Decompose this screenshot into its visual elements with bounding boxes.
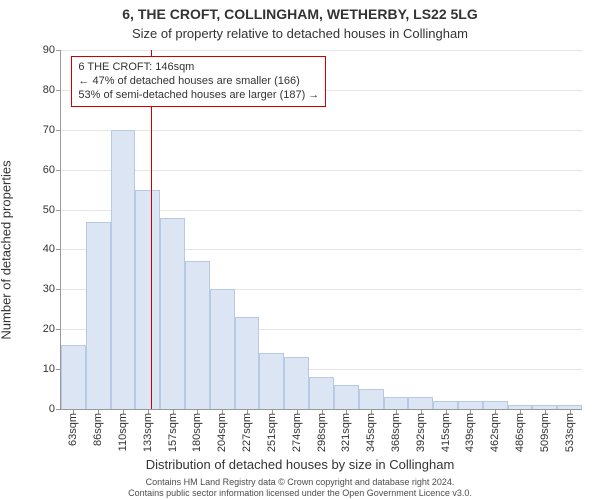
- xtick-label: 439sqm: [464, 413, 476, 452]
- xtick-label: 251sqm: [266, 413, 278, 452]
- gridline: [61, 170, 582, 171]
- xtick-label: 321sqm: [340, 413, 352, 452]
- xtick-label: 462sqm: [489, 413, 501, 452]
- xtick-label: 86sqm: [92, 413, 104, 446]
- xtick-label: 227sqm: [241, 413, 253, 452]
- histogram-bar: [61, 345, 86, 409]
- xtick-label: 63sqm: [67, 413, 79, 446]
- xtick-label: 110sqm: [117, 413, 129, 451]
- xtick-label: 533sqm: [564, 413, 576, 452]
- histogram-bar: [210, 289, 235, 409]
- ytick-label: 40: [43, 243, 61, 255]
- gridline: [61, 130, 582, 131]
- xtick-label: 298sqm: [316, 413, 328, 452]
- y-axis-label: Number of detached properties: [0, 160, 14, 339]
- ytick-label: 80: [43, 84, 61, 96]
- ytick-label: 30: [43, 283, 61, 295]
- xtick-label: 274sqm: [291, 413, 303, 452]
- histogram-bar: [235, 317, 260, 409]
- xtick-label: 415sqm: [440, 413, 452, 452]
- histogram-bar: [433, 401, 458, 409]
- chart-title: 6, THE CROFT, COLLINGHAM, WETHERBY, LS22…: [0, 6, 600, 22]
- histogram-bar: [185, 261, 210, 409]
- attribution-line-2: Contains public sector information licen…: [0, 488, 600, 498]
- ytick-label: 0: [49, 403, 61, 415]
- ytick-label: 50: [43, 204, 61, 216]
- xtick-label: 157sqm: [167, 413, 179, 452]
- xtick-label: 204sqm: [216, 413, 228, 452]
- ytick-label: 90: [43, 44, 61, 56]
- histogram-bar: [408, 397, 433, 409]
- attribution: Contains HM Land Registry data © Crown c…: [0, 477, 600, 498]
- histogram-bar: [359, 389, 384, 409]
- xtick-label: 486sqm: [514, 413, 526, 452]
- xtick-label: 345sqm: [365, 413, 377, 452]
- gridline: [61, 50, 582, 51]
- histogram-bar: [483, 401, 508, 409]
- chart-subtitle: Size of property relative to detached ho…: [0, 26, 600, 41]
- annotation-line: 53% of semi-detached houses are larger (…: [78, 89, 319, 103]
- xtick-label: 392sqm: [415, 413, 427, 452]
- ytick-label: 20: [43, 323, 61, 335]
- histogram-bar: [458, 401, 483, 409]
- histogram-bar: [309, 377, 334, 409]
- ytick-label: 70: [43, 124, 61, 136]
- xtick-label: 368sqm: [390, 413, 402, 452]
- plot-area: 010203040506070809063sqm86sqm110sqm133sq…: [60, 50, 582, 410]
- annotation-line: 6 THE CROFT: 146sqm: [78, 61, 319, 75]
- histogram-bar: [160, 218, 185, 409]
- attribution-line-1: Contains HM Land Registry data © Crown c…: [0, 477, 600, 487]
- histogram-bar: [86, 222, 111, 409]
- x-axis-label: Distribution of detached houses by size …: [0, 457, 600, 472]
- xtick-label: 133sqm: [142, 413, 154, 452]
- histogram-bar: [284, 357, 309, 409]
- histogram-bar: [384, 397, 409, 409]
- histogram-bar: [111, 130, 136, 409]
- ytick-label: 10: [43, 363, 61, 375]
- annotation-line: ← 47% of detached houses are smaller (16…: [78, 75, 319, 89]
- histogram-bar: [135, 190, 160, 409]
- xtick-label: 180sqm: [191, 413, 203, 452]
- ytick-label: 60: [43, 164, 61, 176]
- histogram-bar: [334, 385, 359, 409]
- xtick-label: 509sqm: [539, 413, 551, 452]
- histogram-bar: [259, 353, 284, 409]
- annotation-box: 6 THE CROFT: 146sqm← 47% of detached hou…: [71, 56, 326, 107]
